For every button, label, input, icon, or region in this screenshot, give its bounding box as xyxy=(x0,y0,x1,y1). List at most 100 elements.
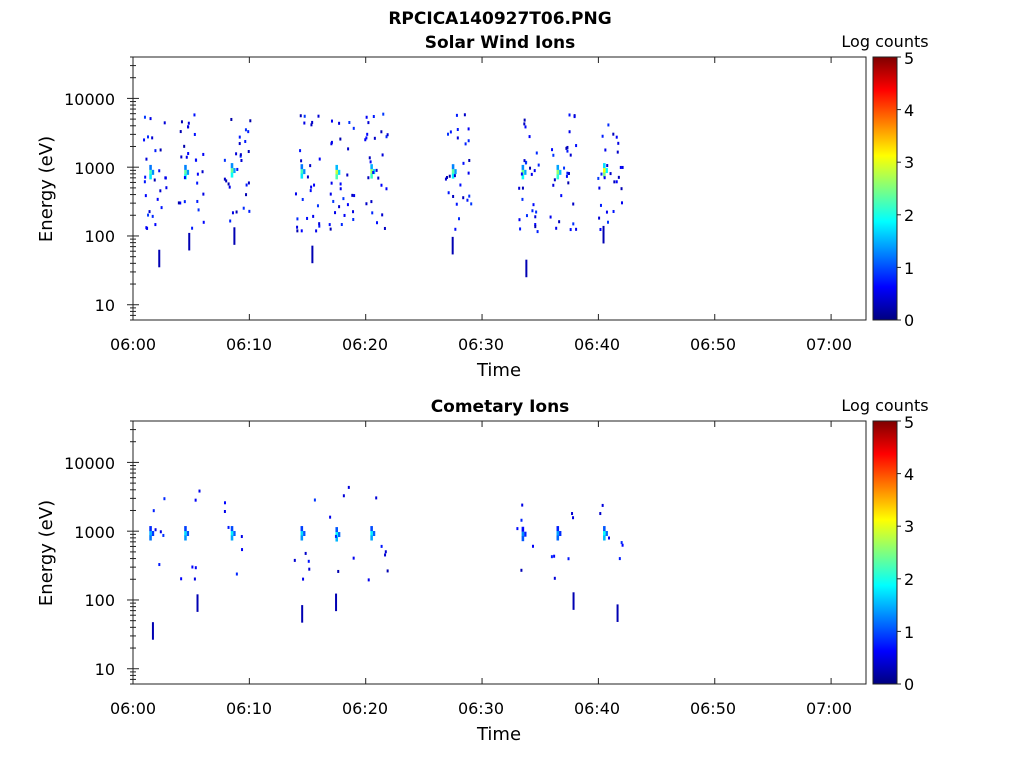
heatmap-cell xyxy=(616,150,619,154)
heatmap-cell xyxy=(370,535,373,541)
heatmap-cell xyxy=(537,163,540,167)
heatmap-cell xyxy=(353,194,356,198)
heatmap-cell xyxy=(566,149,569,153)
heatmap-cell xyxy=(346,173,349,177)
heatmap-cell xyxy=(230,172,234,178)
heatmap-cell xyxy=(373,136,376,140)
heatmap-cell xyxy=(454,169,457,175)
heatmap-cell xyxy=(196,594,199,612)
heatmap-cell xyxy=(318,157,321,161)
heatmap-cell xyxy=(347,147,350,151)
heatmap-cell xyxy=(238,142,241,146)
heatmap-cell xyxy=(612,132,615,136)
heatmap-cell xyxy=(223,509,226,513)
heatmap-cell xyxy=(348,121,351,125)
x-tick-label: 06:50 xyxy=(690,335,736,354)
heatmap-cell xyxy=(605,168,608,174)
heatmap-cell xyxy=(163,497,166,501)
heatmap-cell xyxy=(240,535,243,539)
heatmap-cell xyxy=(377,176,380,180)
heatmap-cell xyxy=(386,569,389,573)
heatmap-cell xyxy=(186,169,190,175)
heatmap-cell xyxy=(301,197,304,201)
heatmap-cell xyxy=(230,163,234,169)
heatmap-cell xyxy=(372,531,376,537)
heatmap-cell xyxy=(597,176,600,180)
heatmap-cell xyxy=(342,197,345,201)
heatmap-cell xyxy=(235,152,238,156)
colorbar-tick: 0 xyxy=(904,675,914,694)
heatmap-cell xyxy=(143,180,146,184)
heatmap-cell xyxy=(183,176,186,180)
heatmap-cell xyxy=(180,120,183,124)
heatmap-cell xyxy=(572,516,575,520)
heatmap-cell xyxy=(523,159,526,163)
heatmap-cell xyxy=(531,209,534,213)
heatmap-cell xyxy=(329,515,332,519)
heatmap-cell xyxy=(607,123,610,127)
heatmap-cell xyxy=(159,530,162,534)
heatmap-cell xyxy=(233,168,236,174)
heatmap-cell xyxy=(335,532,339,538)
heatmap-cell xyxy=(603,168,606,174)
heatmap-cell xyxy=(523,118,526,122)
y-tick-label: 100 xyxy=(84,591,115,610)
heatmap-cell xyxy=(164,176,167,180)
plot-frame xyxy=(132,56,867,321)
heatmap-cell xyxy=(230,117,233,121)
heatmap-cell xyxy=(183,200,186,204)
heatmap-cell xyxy=(338,205,341,209)
heatmap-cell xyxy=(233,227,236,245)
heatmap-cell xyxy=(149,526,152,532)
heatmap-cell xyxy=(448,174,451,178)
colorbar-tick: 3 xyxy=(904,517,914,536)
heatmap-cell xyxy=(300,164,304,170)
heatmap-cell xyxy=(531,544,534,548)
heatmap-cell xyxy=(228,185,231,189)
heatmap-cell xyxy=(600,172,603,176)
heatmap-cell xyxy=(605,210,608,214)
heatmap-cell xyxy=(606,220,609,224)
heatmap-cell xyxy=(370,526,373,532)
x-tick-label: 06:50 xyxy=(690,699,736,718)
heatmap-cell xyxy=(621,165,624,169)
heatmap-cell xyxy=(300,173,304,179)
heatmap-cell xyxy=(151,214,154,218)
heatmap-cell xyxy=(332,199,335,203)
heatmap-cell xyxy=(572,202,575,206)
heatmap-cell xyxy=(385,135,388,139)
colorbar-tick: 2 xyxy=(904,570,914,589)
heatmap-cell xyxy=(247,181,250,185)
heatmap-cell xyxy=(534,215,537,219)
heatmap-cell xyxy=(313,498,316,502)
heatmap-cell xyxy=(303,121,306,125)
heatmap-cell xyxy=(335,536,339,542)
heatmap-cell xyxy=(340,223,343,227)
heatmap-cell xyxy=(187,121,190,125)
heatmap-cell xyxy=(617,175,620,179)
heatmap-cell xyxy=(553,576,556,580)
heatmap-cell xyxy=(599,227,602,231)
heatmap-cell xyxy=(185,155,188,159)
heatmap-cell xyxy=(468,194,471,198)
heatmap-cell xyxy=(315,229,318,233)
heatmap-cell xyxy=(338,121,341,125)
heatmap-cell xyxy=(384,553,387,557)
heatmap-cell xyxy=(329,227,332,231)
heatmap-cell xyxy=(529,166,532,170)
heatmap-cell xyxy=(365,202,368,206)
data-layer xyxy=(143,112,624,278)
heatmap-cell xyxy=(598,216,601,220)
heatmap-cell xyxy=(310,185,313,189)
heatmap-cell xyxy=(375,496,378,500)
heatmap-cell xyxy=(525,259,528,278)
heatmap-cell xyxy=(601,134,604,138)
heatmap-cell xyxy=(300,229,303,233)
heatmap-cell xyxy=(372,115,375,119)
heatmap-cell xyxy=(201,170,204,174)
heatmap-cell xyxy=(184,526,187,532)
heatmap-cell xyxy=(380,183,383,187)
heatmap-cell xyxy=(151,531,155,537)
heatmap-cell xyxy=(368,156,371,160)
heatmap-cell xyxy=(607,536,610,540)
